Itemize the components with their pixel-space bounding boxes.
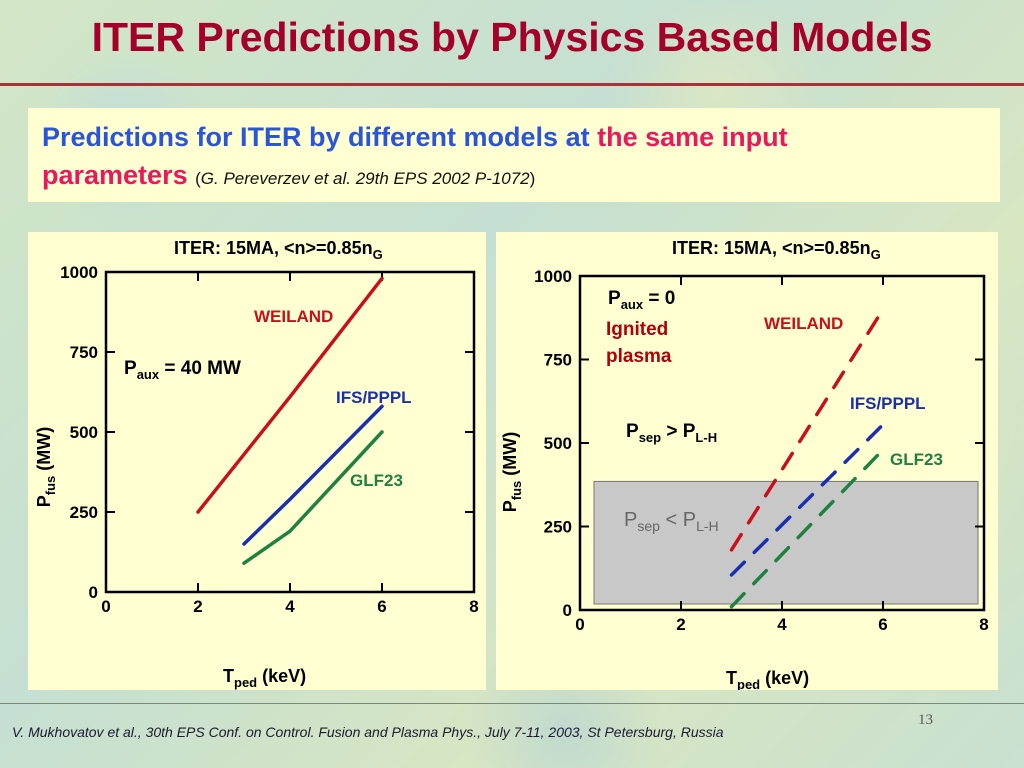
series-line-glf23 xyxy=(242,430,384,565)
x-tick-label: 4 xyxy=(285,597,295,616)
left-chart-panel: ITER: 15MA, <n>=0.85nG Tped (keV) Pfus (… xyxy=(28,232,486,690)
footer-rule xyxy=(0,703,1024,704)
left-chart: ITER: 15MA, <n>=0.85nG Tped (keV) Pfus (… xyxy=(34,238,479,690)
y-tick-label: 0 xyxy=(89,583,98,602)
series-label-weiland: WEILAND xyxy=(254,307,333,326)
y-tick-label: 0 xyxy=(563,601,572,620)
y-axis-title: Pfus (MW) xyxy=(500,432,524,513)
y-tick-label: 1000 xyxy=(60,263,98,282)
series-label-ifs-pppl: IFS/PPPL xyxy=(336,388,412,407)
x-tick-label: 2 xyxy=(193,597,202,616)
series-label-weiland: WEILAND xyxy=(764,314,843,333)
sep-below-annotation: Psep < PL-H xyxy=(624,509,719,534)
subtitle-part1: Predictions for ITER by different models… xyxy=(42,122,590,152)
y-tick-label: 250 xyxy=(544,518,572,537)
chart-title: ITER: 15MA, <n>=0.85nG xyxy=(174,238,383,262)
ignited-annotation-line1: Ignited xyxy=(606,319,668,340)
subtitle-part3: parameters xyxy=(42,160,188,190)
chart-title: ITER: 15MA, <n>=0.85nG xyxy=(672,238,881,262)
paux-annotation: Paux = 40 MW xyxy=(124,358,241,382)
series-line-glf23 xyxy=(729,447,885,609)
slide-title: ITER Predictions by Physics Based Models xyxy=(91,14,933,60)
x-axis-title: Tped (keV) xyxy=(726,668,809,690)
y-tick-label: 500 xyxy=(544,434,572,453)
series-label-glf23: GLF23 xyxy=(350,471,403,490)
y-tick-label: 750 xyxy=(70,343,98,362)
series-line-weiland xyxy=(196,276,384,514)
paux-zero-annotation: Paux = 0 xyxy=(608,288,675,312)
sep-above-annotation: Psep > PL-H xyxy=(626,421,717,445)
x-tick-label: 2 xyxy=(676,615,685,634)
x-axis-title: Tped (keV) xyxy=(223,666,306,690)
series-line-weiland xyxy=(729,307,885,552)
footer-citation: V. Mukhovatov et al., 30th EPS Conf. on … xyxy=(12,724,724,740)
ignited-annotation-line2: plasma xyxy=(606,346,672,367)
y-tick-label: 1000 xyxy=(534,267,572,286)
x-tick-label: 4 xyxy=(777,615,787,634)
x-tick-label: 0 xyxy=(575,615,584,634)
page-number: 13 xyxy=(918,712,933,728)
subtitle-box: Predictions for ITER by different models… xyxy=(28,108,1000,202)
x-tick-label: 8 xyxy=(469,597,478,616)
subtitle-part2: the same input xyxy=(597,122,788,152)
series-label-glf23: GLF23 xyxy=(890,450,943,469)
right-chart-panel: ITER: 15MA, <n>=0.85nG Tped (keV) Pfus (… xyxy=(496,232,998,690)
subtitle-paren-open: ( xyxy=(195,169,201,188)
x-tick-label: 6 xyxy=(878,615,887,634)
y-tick-label: 500 xyxy=(70,423,98,442)
subtitle-reference: G. Pereverzev et al. 29th EPS 2002 P-107… xyxy=(200,169,530,188)
title-rule xyxy=(0,83,1024,86)
x-tick-label: 0 xyxy=(101,597,110,616)
subtitle-paren-close: ) xyxy=(529,169,536,188)
y-tick-label: 250 xyxy=(70,503,98,522)
x-tick-label: 6 xyxy=(377,597,386,616)
y-axis-title: Pfus (MW) xyxy=(34,427,58,508)
series-label-ifs-pppl: IFS/PPPL xyxy=(850,394,926,413)
series-line-ifs-pppl xyxy=(242,404,384,546)
right-chart: ITER: 15MA, <n>=0.85nG Tped (keV) Pfus (… xyxy=(500,238,989,690)
sep-below-lh-region xyxy=(593,480,979,605)
series-line-ifs-pppl xyxy=(729,422,885,577)
x-tick-label: 8 xyxy=(979,615,988,634)
y-tick-label: 750 xyxy=(544,351,572,370)
